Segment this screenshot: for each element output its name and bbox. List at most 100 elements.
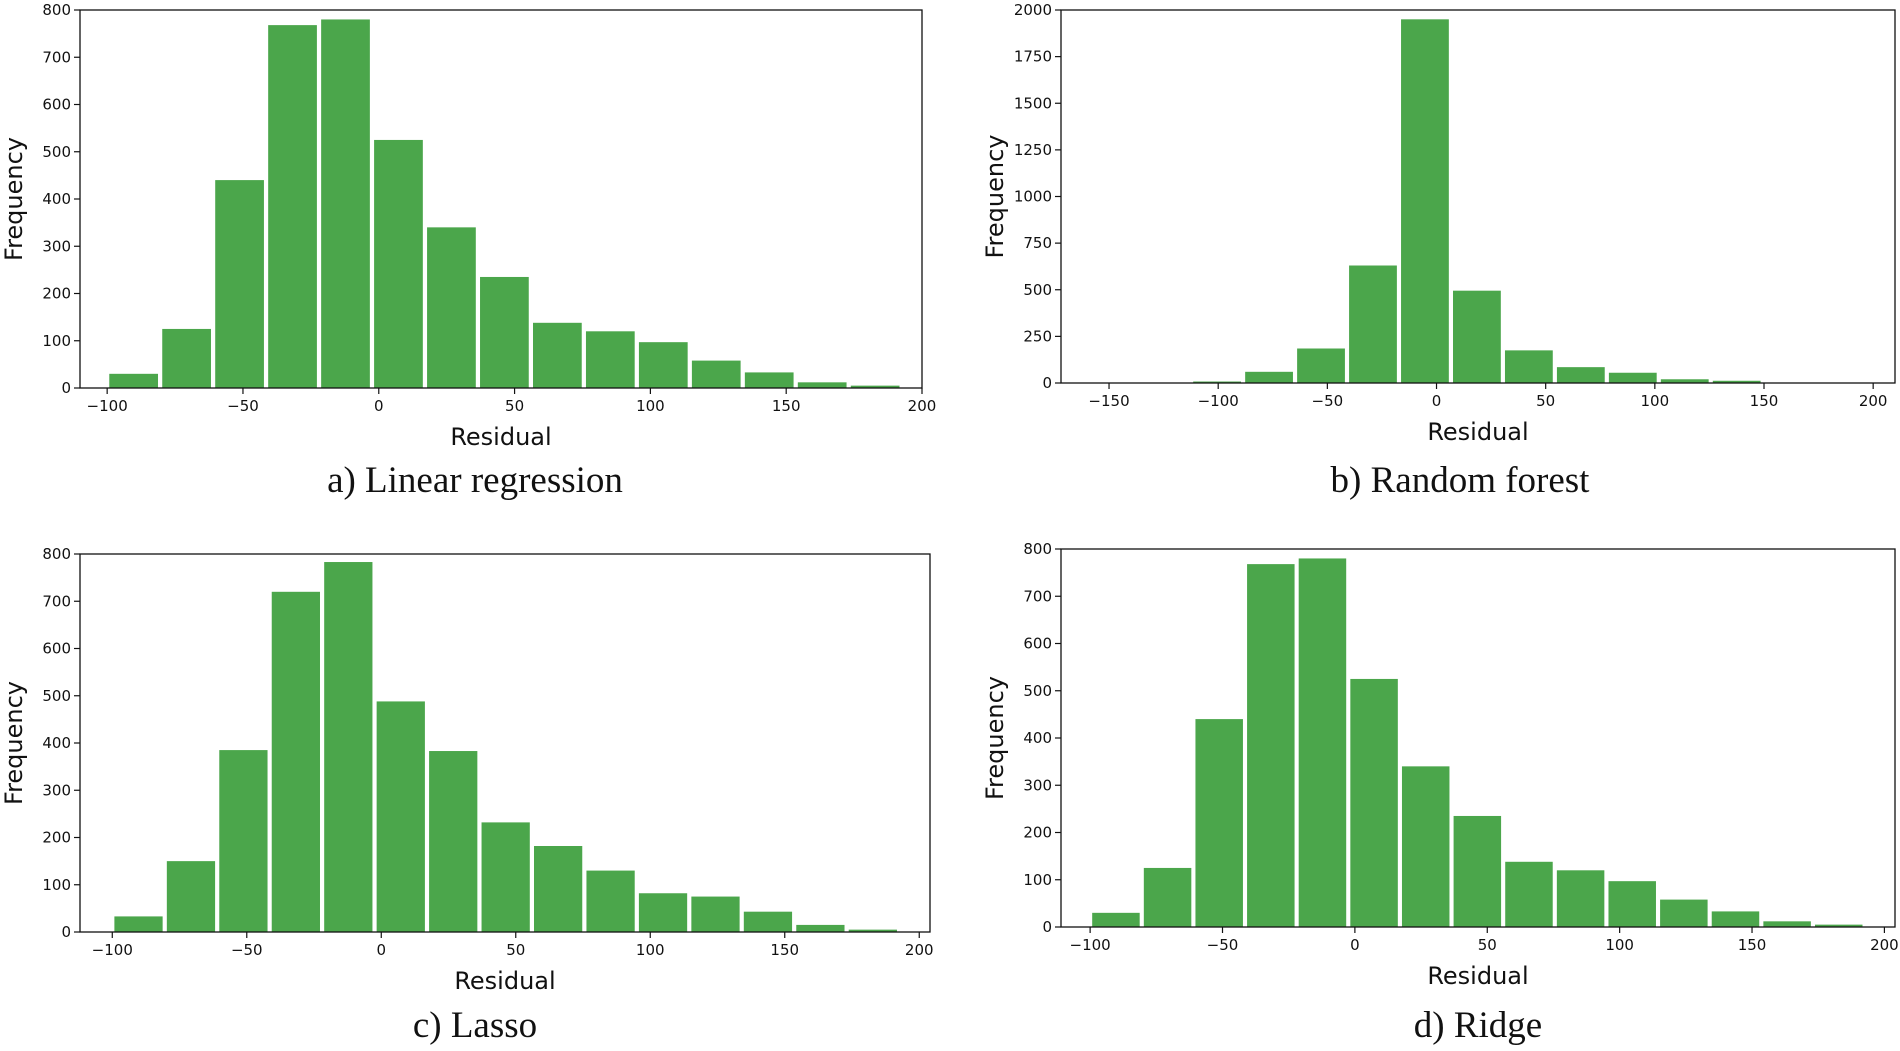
y-tick-label: 1500: [1014, 94, 1052, 112]
histogram-bar: [324, 562, 373, 932]
y-tick-label: 600: [1023, 635, 1052, 653]
y-tick-label: 700: [42, 592, 71, 610]
histogram-bar: [1092, 912, 1140, 927]
y-tick-label: 0: [1042, 374, 1052, 392]
histogram-bar: [481, 822, 530, 932]
x-tick-label: −100: [1070, 936, 1111, 954]
histogram-bar: [1763, 921, 1811, 927]
x-tick-label: 200: [1859, 392, 1888, 410]
y-tick-label: 800: [1023, 540, 1052, 558]
x-tick-label: 0: [374, 397, 384, 415]
y-tick-label: 500: [1023, 682, 1052, 700]
histogram-bar: [1608, 881, 1656, 927]
x-tick-label: 200: [905, 941, 934, 959]
x-tick-label: 50: [506, 941, 525, 959]
histogram-bar: [1195, 719, 1243, 927]
x-tick-label: 50: [1536, 392, 1555, 410]
y-tick-label: 600: [42, 640, 71, 658]
histogram-bar: [1350, 678, 1398, 927]
x-tick-label: 100: [1641, 392, 1670, 410]
histogram-bar: [534, 846, 583, 932]
histogram-bar: [1660, 899, 1708, 927]
histogram-bar: [1401, 766, 1450, 927]
y-tick-label: 200: [42, 829, 71, 847]
histogram-bar: [429, 751, 478, 932]
y-tick-label: 750: [1023, 234, 1052, 252]
x-tick-label: 50: [1478, 936, 1497, 954]
y-tick-label: 1750: [1014, 48, 1052, 66]
x-tick-label: −100: [1198, 392, 1239, 410]
histogram-bar: [1247, 564, 1295, 927]
x-tick-label: 100: [636, 397, 665, 415]
x-tick-label: −50: [1312, 392, 1344, 410]
y-tick-label: 500: [42, 143, 71, 161]
histogram-bar: [1193, 381, 1241, 383]
x-tick-label: −50: [1207, 936, 1239, 954]
caption-a: a) Linear regression: [327, 460, 623, 501]
histogram-bar: [480, 276, 529, 388]
x-tick-label: 150: [1750, 392, 1779, 410]
x-axis-label: Residual: [1427, 962, 1528, 990]
y-tick-label: 100: [1023, 871, 1052, 889]
histogram-bar: [743, 911, 793, 932]
histogram-panel-a: −100 −50 0 50 100 150 200 0 100 200 300 400 500 600 70…: [0, 1, 936, 451]
histogram-bar: [1297, 348, 1345, 383]
histogram-bar: [1556, 367, 1605, 383]
y-tick-label: 700: [1023, 587, 1052, 605]
y-tick-label: 0: [61, 923, 71, 941]
histogram-bar: [848, 929, 897, 932]
y-tick-label: 2000: [1014, 1, 1052, 19]
y-tick-label: 200: [42, 285, 71, 303]
y-tick-label: 300: [42, 781, 71, 799]
y-tick-label: 500: [1023, 281, 1052, 299]
y-tick-label: 800: [42, 1, 71, 19]
histogram-bar: [691, 360, 741, 388]
histogram-panel-d: −100 −50 0 50 100 150 200 0 100 200 300 400 500 600 70…: [981, 540, 1899, 990]
histogram-bar: [1505, 861, 1553, 927]
y-tick-label: 200: [1023, 824, 1052, 842]
x-tick-label: −100: [92, 941, 133, 959]
histogram-bar: [1143, 867, 1192, 927]
histogram-bar: [1712, 380, 1761, 383]
caption-d: d) Ridge: [1414, 1005, 1542, 1046]
y-tick-label: 400: [42, 190, 71, 208]
x-axis-label: Residual: [450, 423, 551, 451]
x-axis-label: Residual: [1427, 418, 1528, 446]
x-tick-label: 200: [908, 397, 937, 415]
y-tick-label: 700: [42, 48, 71, 66]
histogram-bar: [114, 916, 163, 932]
histogram-bar: [1245, 371, 1293, 383]
x-tick-label: −100: [87, 397, 128, 415]
histogram-bar: [427, 227, 476, 388]
histogram-bar: [374, 139, 423, 388]
histogram-bar: [321, 19, 370, 388]
histogram-bar: [376, 701, 425, 932]
histogram-bar: [1504, 350, 1553, 383]
histogram-bar: [1660, 379, 1709, 383]
histogram-bar: [691, 896, 740, 932]
histogram-bar: [797, 382, 847, 388]
y-tick-label: 0: [61, 379, 71, 397]
x-tick-label: 150: [772, 397, 801, 415]
histogram-bar: [215, 180, 264, 388]
x-tick-label: −50: [231, 941, 263, 959]
x-tick-label: 100: [636, 941, 665, 959]
histogram-bar: [585, 331, 635, 388]
histogram-bar: [1608, 372, 1657, 383]
histogram-bar: [1401, 19, 1449, 383]
x-tick-label: 100: [1605, 936, 1634, 954]
caption-c: c) Lasso: [413, 1005, 537, 1046]
x-tick-label: 200: [1870, 936, 1899, 954]
x-tick-label: 0: [1432, 392, 1442, 410]
y-tick-label: 500: [42, 687, 71, 705]
histogram-bar: [109, 373, 159, 388]
histogram-bar: [1298, 558, 1347, 927]
histogram-bar: [744, 372, 794, 388]
histogram-bar: [1711, 911, 1760, 927]
histogram-bar: [1453, 290, 1501, 383]
histogram-bar: [162, 328, 211, 388]
histogram-bar: [850, 385, 900, 388]
y-axis-label: Frequency: [0, 681, 28, 805]
histogram-bar: [271, 591, 320, 932]
